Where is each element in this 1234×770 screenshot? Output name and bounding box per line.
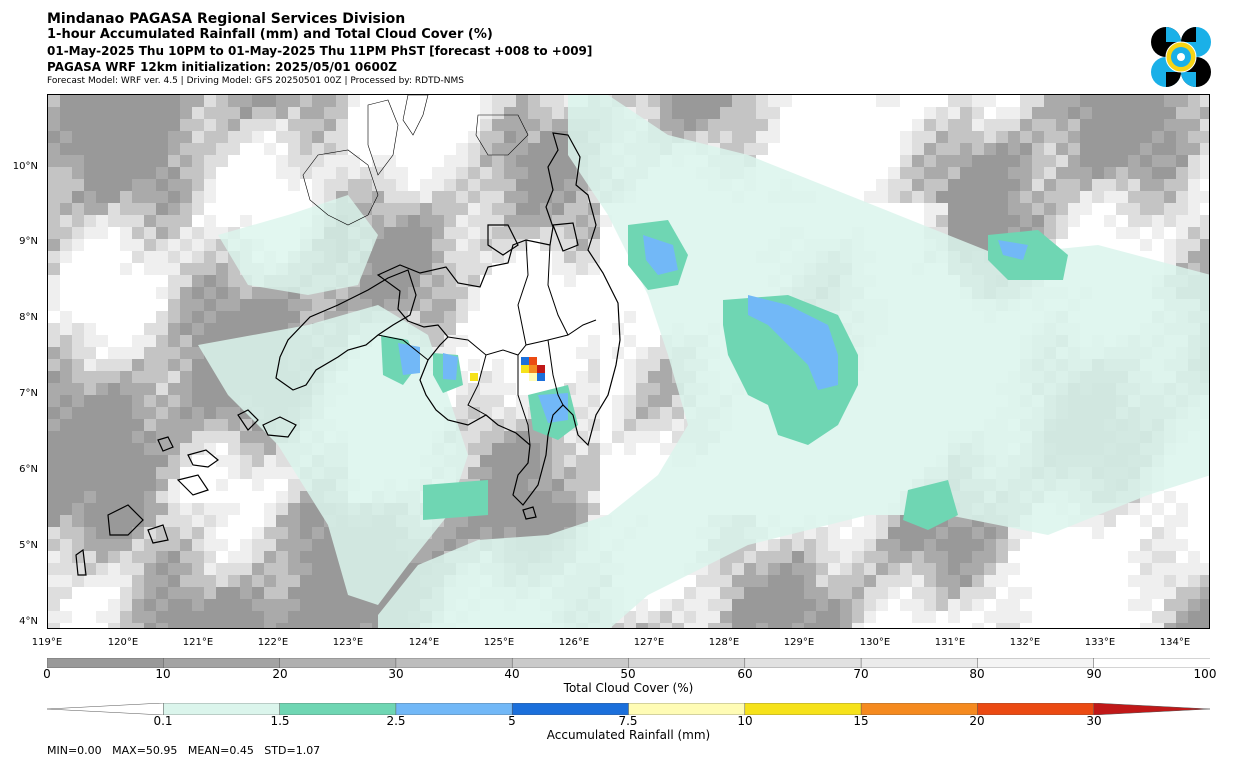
cloud-tick: 80 [969,667,985,681]
cloud-cover-label: Total Cloud Cover (%) [563,681,694,695]
lon-label: 123°E [332,637,364,648]
pagasa-logo-icon [1151,27,1211,87]
rain-cell [521,357,529,365]
cloud-tick: 10 [155,667,171,681]
rainfall-label: Accumulated Rainfall (mm) [546,728,711,742]
rain-tick: 2.5 [386,714,406,728]
cloud-cover-colorbar [47,658,1210,668]
lon-label: 121°E [182,637,214,648]
map-title: Mindanao PAGASA Regional Services Divisi… [47,11,406,27]
cloud-tick: 50 [620,667,636,681]
init-time: PAGASA WRF 12km initialization: 2025/05/… [47,60,397,74]
lat-label: 9°N [19,236,38,247]
rain-tick: 30 [1086,714,1102,728]
map-subtitle: 1-hour Accumulated Rainfall (mm) and Tot… [47,27,493,42]
rain-tick: 7.5 [618,714,638,728]
lat-label: 8°N [19,312,38,323]
lon-label: 134°E [1159,637,1191,648]
stats-line: MIN=0.00 MAX=50.95 MEAN=0.45 STD=1.07 [47,744,321,757]
cloud-tick: 90 [1086,667,1102,681]
rain-cell [529,373,537,381]
cloud-tick: 70 [853,667,869,681]
model-info: Forecast Model: WRF ver. 4.5 | Driving M… [47,76,464,86]
rain-cell [521,365,529,373]
rain-tick: 0.1 [153,714,173,728]
valid-time: 01-May-2025 Thu 10PM to 01-May-2025 Thu … [47,44,593,58]
lon-label: 122°E [257,637,289,648]
cloud-tick: 100 [1193,667,1217,681]
lon-label: 131°E [934,637,966,648]
lon-label: 128°E [708,637,740,648]
rain-color-swatch [1093,703,1210,715]
rain-tick: 15 [853,714,869,728]
rain-tick: 5 [508,714,516,728]
lat-label: 4°N [19,616,38,627]
rain-cell [537,365,545,373]
lon-label: 127°E [633,637,665,648]
cloud-color-swatch [1093,658,1210,668]
lat-label: 5°N [19,540,38,551]
lat-label: 10°N [12,161,38,172]
rain-cell [529,357,537,365]
lat-label: 6°N [19,464,38,475]
cloud-tick: 40 [504,667,520,681]
lon-label: 129°E [783,637,815,648]
lon-label: 120°E [107,637,139,648]
lon-label: 126°E [558,637,590,648]
rain-cell [537,373,545,381]
cloud-tick: 60 [737,667,753,681]
rain-tick: 1.5 [270,714,290,728]
lon-label: 132°E [1009,637,1041,648]
lon-label: 124°E [408,637,440,648]
lon-label: 130°E [859,637,891,648]
coastline-layer [75,95,621,576]
lon-label: 133°E [1084,637,1116,648]
cloud-tick: 30 [388,667,404,681]
rainfall-map[interactable] [47,94,1210,629]
rain-cell [529,365,537,373]
lon-label: 125°E [483,637,515,648]
cloud-tick: 20 [272,667,288,681]
rain-tick: 10 [737,714,753,728]
rain-cell [470,373,478,381]
rain-tick: 20 [969,714,985,728]
cloud-tick: 0 [43,667,51,681]
lat-label: 7°N [19,388,38,399]
lon-label: 119°E [31,637,63,648]
rainfall-colorbar [47,703,1210,715]
